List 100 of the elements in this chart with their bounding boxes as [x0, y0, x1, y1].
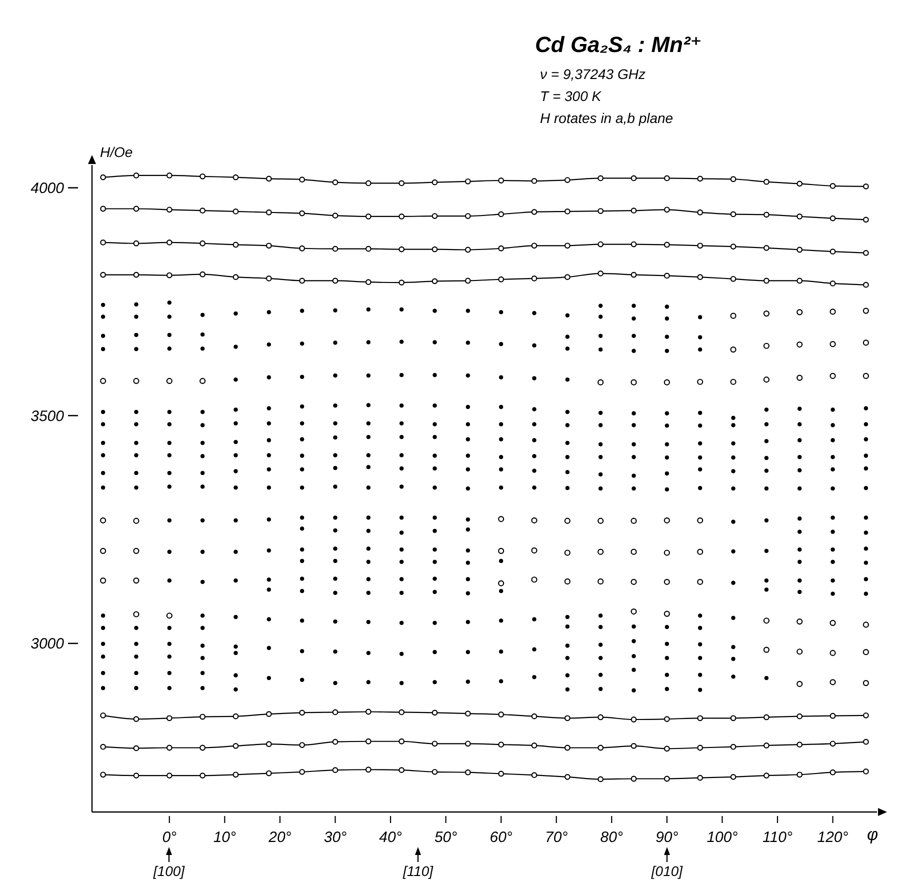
point [830, 248, 836, 255]
point [830, 183, 836, 189]
point [464, 710, 471, 717]
point [598, 714, 604, 720]
point [332, 709, 338, 716]
point [830, 215, 836, 222]
point [630, 742, 637, 749]
point [498, 770, 504, 777]
point [299, 176, 306, 183]
text: [110] [402, 863, 434, 879]
point [630, 175, 637, 182]
point [697, 774, 704, 781]
point [464, 740, 471, 747]
point [830, 769, 836, 776]
point [266, 741, 272, 748]
point [166, 772, 172, 778]
y-tick-label: 4000 [30, 180, 65, 198]
point [598, 175, 604, 182]
point [166, 206, 172, 213]
point [564, 274, 570, 280]
point [630, 208, 637, 214]
point [564, 774, 570, 780]
point [763, 244, 770, 251]
point [763, 278, 770, 284]
point [398, 738, 405, 744]
x-axis-title: φ [867, 825, 878, 844]
point [796, 278, 803, 284]
point [464, 278, 471, 284]
point [398, 709, 405, 716]
point [531, 772, 538, 778]
point [398, 280, 405, 286]
point [398, 767, 405, 774]
point [166, 272, 172, 278]
x-tick-label: 70° [545, 829, 568, 846]
point [598, 744, 604, 751]
point [133, 240, 140, 246]
point [763, 742, 770, 748]
point [432, 710, 438, 716]
point [232, 274, 239, 280]
point [100, 240, 106, 246]
point [299, 245, 306, 252]
point [630, 272, 637, 278]
point [332, 738, 338, 745]
point [100, 744, 106, 750]
point [763, 212, 770, 218]
point [464, 213, 471, 219]
point [365, 708, 372, 715]
point [697, 274, 704, 280]
point [498, 712, 504, 718]
point [398, 214, 405, 220]
point [697, 209, 704, 216]
point [796, 772, 803, 778]
x-tick-label: 10° [213, 829, 236, 846]
x-tick-label: 30° [324, 829, 347, 846]
point [664, 272, 670, 279]
point [266, 770, 272, 776]
point [730, 176, 736, 182]
y-tick-label: 3500 [30, 408, 65, 425]
point [232, 742, 239, 749]
point [531, 276, 538, 282]
chart-subtitle: ν = 9,37243 GHz [540, 66, 646, 82]
point [332, 212, 338, 219]
point [100, 272, 106, 278]
point [664, 242, 670, 248]
point [862, 712, 869, 718]
text: H rotates in a,b plane [540, 110, 674, 126]
x-tick-label: 80° [600, 829, 623, 846]
y-tick-label: 3000 [30, 636, 65, 653]
point [365, 766, 372, 773]
point [464, 178, 471, 184]
point [133, 745, 140, 752]
point [763, 772, 770, 778]
x-tick-label: 50° [434, 829, 458, 846]
point [432, 179, 438, 186]
point [133, 272, 140, 278]
point [266, 711, 272, 717]
point [200, 271, 206, 278]
point [332, 767, 338, 774]
point [166, 240, 172, 246]
point [498, 276, 504, 282]
point [266, 242, 272, 249]
point [862, 183, 869, 190]
point [531, 742, 538, 748]
point [166, 744, 172, 751]
point [133, 716, 140, 722]
point [697, 176, 704, 182]
point [166, 172, 172, 178]
point [730, 715, 736, 722]
point [432, 246, 438, 252]
point [232, 208, 239, 214]
point [133, 206, 140, 212]
point [664, 746, 670, 752]
point [266, 276, 272, 282]
chart-title: Cd Ga₂S₄ : Mn²⁺ [535, 32, 702, 57]
point [332, 179, 338, 186]
point [531, 242, 538, 249]
point [862, 738, 869, 745]
x-tick-label: 20° [268, 829, 292, 846]
point [564, 715, 570, 722]
point [598, 270, 604, 276]
